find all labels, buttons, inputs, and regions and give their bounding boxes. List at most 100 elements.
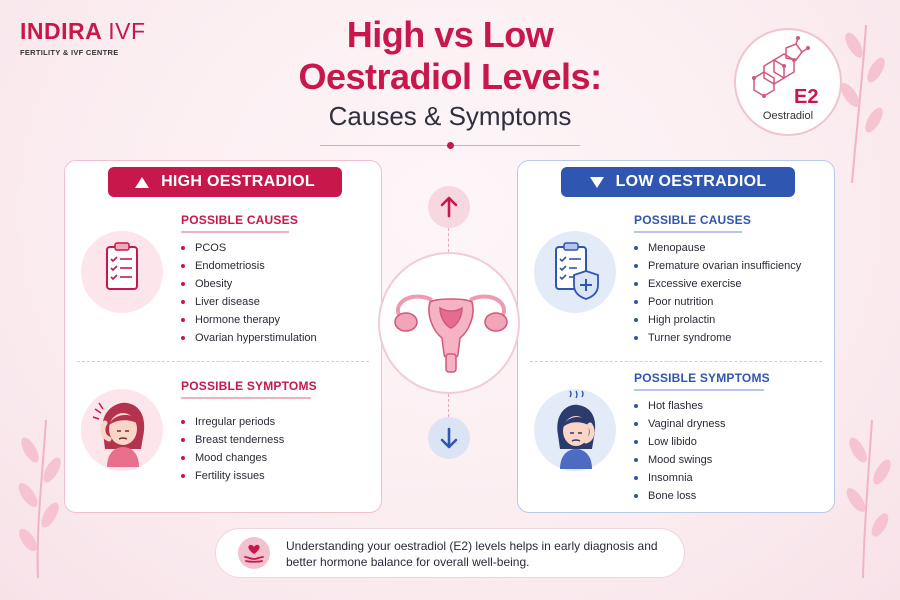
list-item: Menopause: [634, 239, 801, 257]
title-subtitle: Causes & Symptoms: [328, 101, 572, 131]
low-causes-list: Menopause Premature ovarian insufficienc…: [634, 239, 801, 347]
center-connector-top: [448, 228, 449, 252]
low-oestradiol-header: LOW OESTRADIOL: [561, 167, 795, 197]
high-cause-text: PCOS: [195, 242, 227, 254]
bullet-dot: [181, 474, 185, 478]
low-symptoms-title: POSSIBLE SYMPTOMS: [634, 371, 770, 385]
high-cause-text: Endometriosis: [195, 260, 265, 272]
bullet-dot: [634, 476, 638, 480]
high-symptom-text: Irregular periods: [195, 416, 276, 428]
high-symptoms-title: POSSIBLE SYMPTOMS: [181, 379, 317, 393]
high-symptoms-illustration: [81, 389, 163, 471]
list-item: Insomnia: [634, 469, 725, 487]
low-cause-text: Poor nutrition: [648, 296, 714, 308]
leaf-branch-decoration-right-bottom: [846, 419, 891, 579]
high-symptoms-underline: [181, 397, 311, 399]
triangle-up-icon: [135, 176, 150, 188]
bullet-dot: [181, 264, 185, 268]
low-symptom-text: Vaginal dryness: [648, 418, 726, 430]
high-oestradiol-header: HIGH OESTRADIOL: [108, 167, 342, 197]
brand-logo: INDIRA IVF FERTILITY & IVF CENTRE: [20, 20, 146, 58]
low-symptoms-list: Hot flashes Vaginal dryness Low libido M…: [634, 397, 725, 505]
brand-name: INDIRA IVF: [20, 20, 146, 43]
uterus-icon: [394, 294, 508, 373]
low-cause-text: High prolactin: [648, 314, 716, 326]
list-item: Ovarian hyperstimulation: [181, 329, 317, 347]
e2-label: Oestradiol: [762, 110, 814, 122]
list-item: Premature ovarian insufficiency: [634, 257, 801, 275]
triangle-down-icon: [589, 176, 604, 188]
low-symptom-text: Hot flashes: [648, 400, 704, 412]
high-symptom-text: Breast tenderness: [195, 434, 285, 446]
clipboard-checklist-icon: [106, 242, 138, 290]
bullet-dot: [181, 336, 185, 340]
molecule-icon: [752, 36, 810, 98]
list-item: PCOS: [181, 239, 317, 257]
list-item: Turner syndrome: [634, 329, 801, 347]
high-causes-list: PCOS Endometriosis Obesity Liver disease…: [181, 239, 317, 347]
high-causes-underline: [181, 231, 289, 233]
bullet-dot: [634, 458, 638, 462]
low-oestradiol-panel: LOW OESTRADIOL POSSIBLE CAUSES Menopause…: [517, 160, 835, 513]
brand-name-main: INDIRA: [20, 18, 102, 44]
list-item: Obesity: [181, 275, 317, 293]
high-cause-text: Liver disease: [195, 296, 260, 308]
bullet-dot: [181, 246, 185, 250]
brand-name-suffix: IVF: [108, 18, 146, 44]
title-divider-dot: [447, 142, 454, 149]
list-item: Low libido: [634, 433, 725, 451]
center-connector-bottom: [448, 394, 449, 417]
uterus-illustration: [378, 252, 520, 394]
woman-headache-icon: [92, 402, 145, 467]
bullet-dot: [634, 440, 638, 444]
high-oestradiol-panel: HIGH OESTRADIOL POSSIBLE CAUSES PCOS End…: [64, 160, 382, 513]
list-item: Vaginal dryness: [634, 415, 725, 433]
list-item: Liver disease: [181, 293, 317, 311]
list-item: Irregular periods: [181, 413, 284, 431]
high-symptoms-list: Irregular periods Breast tenderness Mood…: [181, 413, 284, 485]
low-divider: [530, 361, 822, 362]
bullet-dot: [181, 318, 185, 322]
bullet-dot: [634, 246, 638, 250]
high-cause-text: Obesity: [195, 278, 233, 290]
bullet-dot: [634, 422, 638, 426]
low-symptoms-illustration: [534, 389, 616, 471]
e2-badge: E2 Oestradiol: [734, 28, 842, 136]
low-cause-text: Excessive exercise: [648, 278, 742, 290]
list-item: Excessive exercise: [634, 275, 801, 293]
low-symptom-text: Low libido: [648, 436, 697, 448]
list-item: Mood swings: [634, 451, 725, 469]
bullet-dot: [181, 300, 185, 304]
info-note-text: Understanding your oestradiol (E2) level…: [286, 539, 658, 569]
leaf-branch-decoration-right-top: [840, 24, 885, 184]
leaf-branch-decoration-left: [18, 419, 61, 579]
page-title: High vs Low Oestradiol Levels: Causes & …: [0, 14, 900, 131]
list-item: Breast tenderness: [181, 431, 284, 449]
high-header-label: HIGH OESTRADIOL: [161, 173, 315, 190]
list-item: Fertility issues: [181, 467, 284, 485]
arrow-down-icon: [440, 427, 458, 449]
bullet-dot: [634, 494, 638, 498]
increase-indicator: [428, 186, 470, 228]
low-symptom-text: Bone loss: [648, 490, 697, 502]
bullet-dot: [634, 318, 638, 322]
list-item: Hormone therapy: [181, 311, 317, 329]
list-item: Mood changes: [181, 449, 284, 467]
woman-stressed-icon: [557, 390, 596, 469]
bullet-dot: [181, 420, 185, 424]
low-causes-underline: [634, 231, 742, 233]
list-item: Endometriosis: [181, 257, 317, 275]
low-header-label: LOW OESTRADIOL: [615, 173, 767, 190]
list-item: Hot flashes: [634, 397, 725, 415]
high-cause-text: Ovarian hyperstimulation: [195, 332, 317, 344]
high-divider: [77, 361, 369, 362]
arrow-up-icon: [440, 196, 458, 218]
bullet-dot: [181, 456, 185, 460]
list-item: High prolactin: [634, 311, 801, 329]
bullet-dot: [181, 282, 185, 286]
bullet-dot: [634, 264, 638, 268]
high-symptom-text: Mood changes: [195, 452, 268, 464]
brand-tagline: FERTILITY & IVF CENTRE: [20, 48, 119, 57]
info-note: Understanding your oestradiol (E2) level…: [215, 528, 685, 578]
low-symptoms-underline: [634, 389, 764, 391]
